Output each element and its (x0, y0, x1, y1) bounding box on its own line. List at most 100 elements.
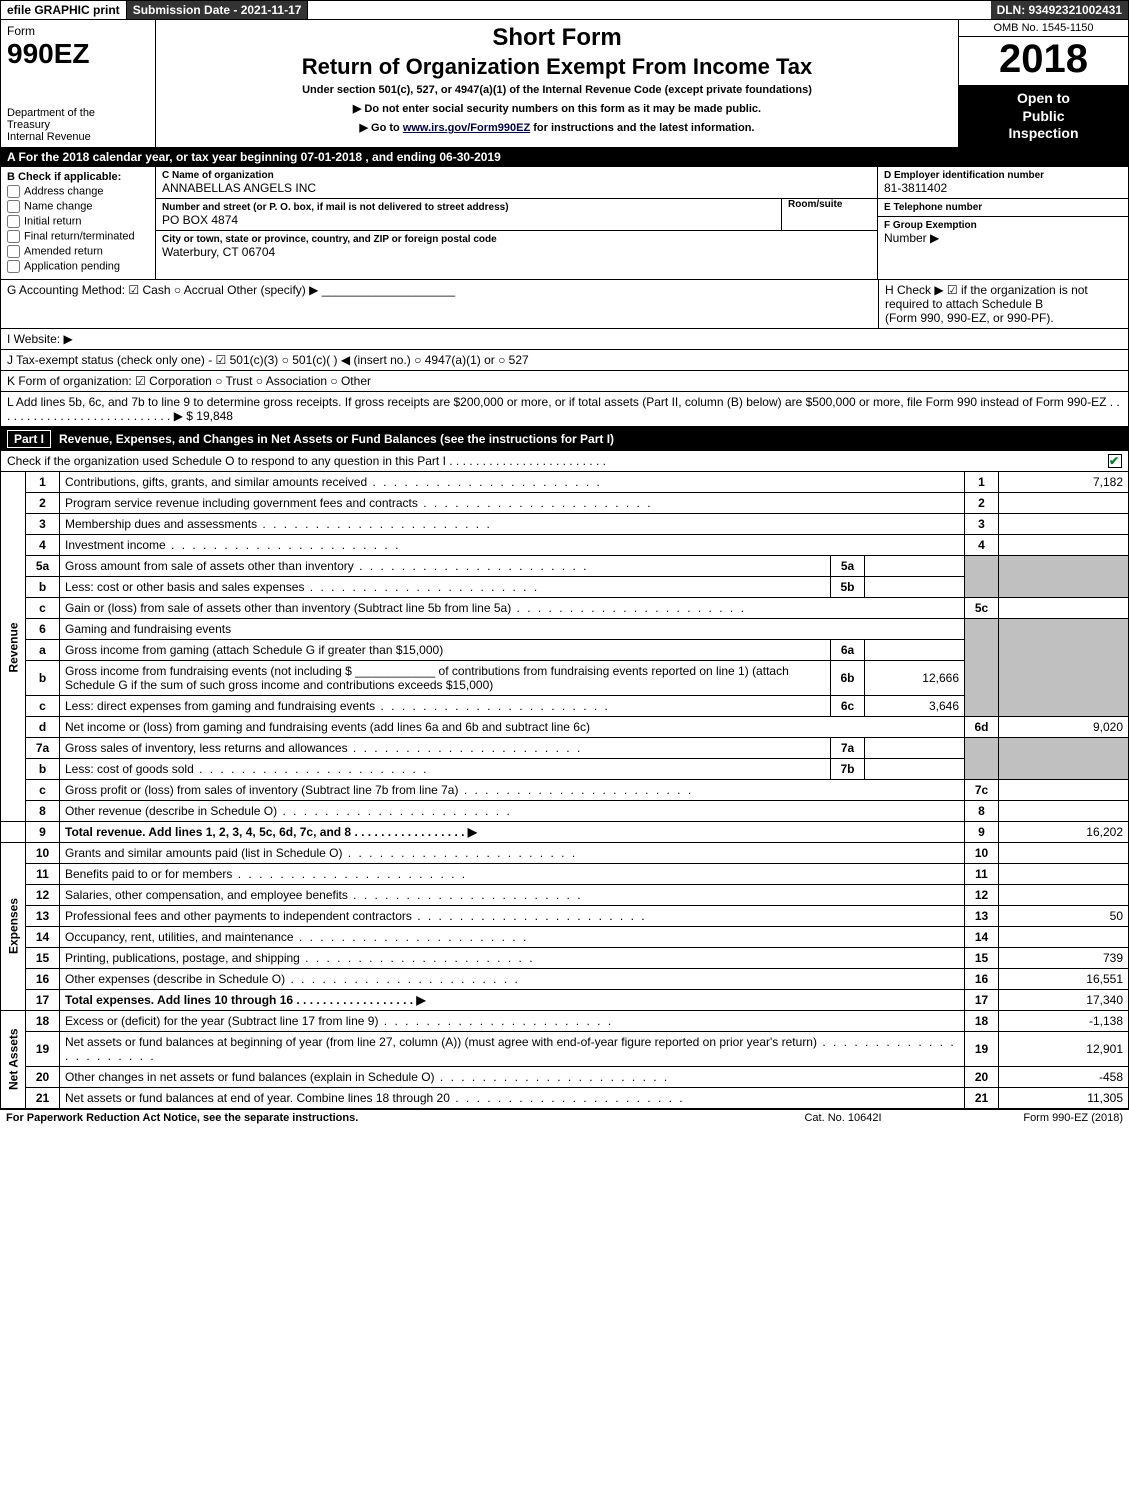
line-5c-amt (999, 597, 1129, 618)
row-i-website: I Website: ▶ (0, 329, 1129, 350)
footer-center: Cat. No. 10642I (743, 1112, 943, 1124)
chk-initial-return[interactable]: Initial return (7, 215, 149, 228)
line-21-num: 21 (26, 1087, 60, 1108)
irs-link[interactable]: www.irs.gov/Form990EZ (403, 122, 530, 134)
page-footer: For Paperwork Reduction Act Notice, see … (0, 1109, 1129, 1126)
line-17-amt: 17,340 (999, 989, 1129, 1010)
line-13-amt: 50 (999, 905, 1129, 926)
line-7a-subnum: 7a (831, 737, 865, 758)
section-def: D Employer identification number 81-3811… (878, 167, 1128, 279)
chk-amended-return-label: Amended return (24, 245, 103, 257)
line-13-num: 13 (26, 905, 60, 926)
row-h-line-2: required to attach Schedule B (885, 297, 1122, 311)
dept-line-1: Department of the (7, 107, 149, 119)
chk-application-pending[interactable]: Application pending (7, 260, 149, 273)
submission-date: Submission Date - 2021-11-17 (127, 1, 309, 19)
section-netassets-label: Net Assets (1, 1010, 26, 1108)
line-12-amt (999, 884, 1129, 905)
section-b: B Check if applicable: Address change Na… (1, 167, 156, 279)
efile-label[interactable]: efile GRAPHIC print (1, 1, 127, 19)
line-2-num: 2 (26, 492, 60, 513)
form-header: Form 990EZ Department of the Treasury In… (0, 20, 1129, 148)
part-1-sub-text: Check if the organization used Schedule … (7, 454, 1108, 468)
line-5ab-grey-amt (999, 555, 1129, 597)
line-1-desc: Contributions, gifts, grants, and simila… (65, 475, 602, 489)
room-label: Room/suite (788, 199, 871, 210)
line-11-desc: Benefits paid to or for members (65, 867, 467, 881)
line-6b-subnum: 6b (831, 660, 865, 695)
section-d: D Employer identification number 81-3811… (878, 167, 1128, 199)
line-7c-amt (999, 779, 1129, 800)
tax-year: 2018 (959, 37, 1128, 86)
line-4-desc: Investment income (65, 538, 400, 552)
ein-label: D Employer identification number (884, 170, 1122, 181)
line-6a-subval (865, 639, 965, 660)
line-2-desc: Program service revenue including govern… (65, 496, 653, 510)
org-name-label: C Name of organization (162, 170, 871, 181)
line-18-desc: Excess or (deficit) for the year (Subtra… (65, 1014, 613, 1028)
line-10-desc: Grants and similar amounts paid (list in… (65, 846, 577, 860)
line-8-linenum: 8 (965, 800, 999, 821)
row-h-line-1: H Check ▶ ☑ if the organization is not (885, 283, 1122, 297)
dept-line-3: Internal Revenue (7, 131, 149, 143)
subtitle: Under section 501(c), 527, or 4947(a)(1)… (164, 84, 950, 96)
line-16-num: 16 (26, 968, 60, 989)
part-1-schedule-o-check[interactable] (1108, 454, 1122, 468)
chk-address-change[interactable]: Address change (7, 185, 149, 198)
chk-name-change[interactable]: Name change (7, 200, 149, 213)
line-6c-subval: 3,646 (865, 695, 965, 716)
line-5b-subnum: 5b (831, 576, 865, 597)
part-1-tag: Part I (7, 430, 51, 448)
line-1-amt: 7,182 (999, 472, 1129, 493)
chk-amended-return[interactable]: Amended return (7, 245, 149, 258)
line-17-linenum: 17 (965, 989, 999, 1010)
line-6a-desc: Gross income from gaming (attach Schedul… (60, 639, 831, 660)
line-7b-desc: Less: cost of goods sold (65, 762, 428, 776)
line-6c-subnum: 6c (831, 695, 865, 716)
line-7a-subval (865, 737, 965, 758)
line-6d-amt: 9,020 (999, 716, 1129, 737)
line-14-linenum: 14 (965, 926, 999, 947)
line-6d-desc: Net income or (loss) from gaming and fun… (60, 716, 965, 737)
line-7a-desc: Gross sales of inventory, less returns a… (65, 741, 582, 755)
line-13-desc: Professional fees and other payments to … (65, 909, 647, 923)
line-21-amt: 11,305 (999, 1087, 1129, 1108)
line-19-desc: Net assets or fund balances at beginning… (65, 1035, 956, 1063)
form-word: Form (7, 24, 149, 38)
line-20-desc: Other changes in net assets or fund bala… (65, 1070, 669, 1084)
line-16-amt: 16,551 (999, 968, 1129, 989)
line-16-linenum: 16 (965, 968, 999, 989)
chk-final-return[interactable]: Final return/terminated (7, 230, 149, 243)
line-6a-num: a (26, 639, 60, 660)
footer-left: For Paperwork Reduction Act Notice, see … (6, 1112, 743, 1124)
section-revenue-label: Revenue (1, 472, 26, 822)
part-1-sub: Check if the organization used Schedule … (0, 451, 1129, 472)
line-10-linenum: 10 (965, 842, 999, 863)
line-19-linenum: 19 (965, 1031, 999, 1066)
line-6c-num: c (26, 695, 60, 716)
row-a-tax-year: A For the 2018 calendar year, or tax yea… (0, 148, 1129, 167)
line-4-linenum: 4 (965, 534, 999, 555)
ein-value: 81-3811402 (884, 181, 1122, 195)
chk-final-return-label: Final return/terminated (24, 230, 135, 242)
top-bar: efile GRAPHIC print Submission Date - 20… (0, 0, 1129, 20)
open-line-1: Open to (961, 90, 1126, 108)
part-1-header: Part I Revenue, Expenses, and Changes in… (0, 427, 1129, 451)
line-5ab-grey (965, 555, 999, 597)
omb-number: OMB No. 1545-1150 (959, 20, 1128, 37)
line-17-desc: Total expenses. Add lines 10 through 16 … (60, 989, 965, 1010)
line-9-desc: Total revenue. Add lines 1, 2, 3, 4, 5c,… (60, 821, 965, 842)
line-19-num: 19 (26, 1031, 60, 1066)
line-6b-num: b (26, 660, 60, 695)
arrow2-pre: ▶ Go to (360, 122, 403, 134)
line-8-amt (999, 800, 1129, 821)
line-7a-num: 7a (26, 737, 60, 758)
header-center: Short Form Return of Organization Exempt… (156, 20, 958, 147)
row-h-line-3: (Form 990, 990-EZ, or 990-PF). (885, 311, 1122, 325)
form-number: 990EZ (7, 38, 149, 70)
line-9-num: 9 (26, 821, 60, 842)
line-12-desc: Salaries, other compensation, and employ… (65, 888, 583, 902)
line-19-amt: 12,901 (999, 1031, 1129, 1066)
header-left: Form 990EZ Department of the Treasury In… (1, 20, 156, 147)
line-7ab-grey (965, 737, 999, 779)
